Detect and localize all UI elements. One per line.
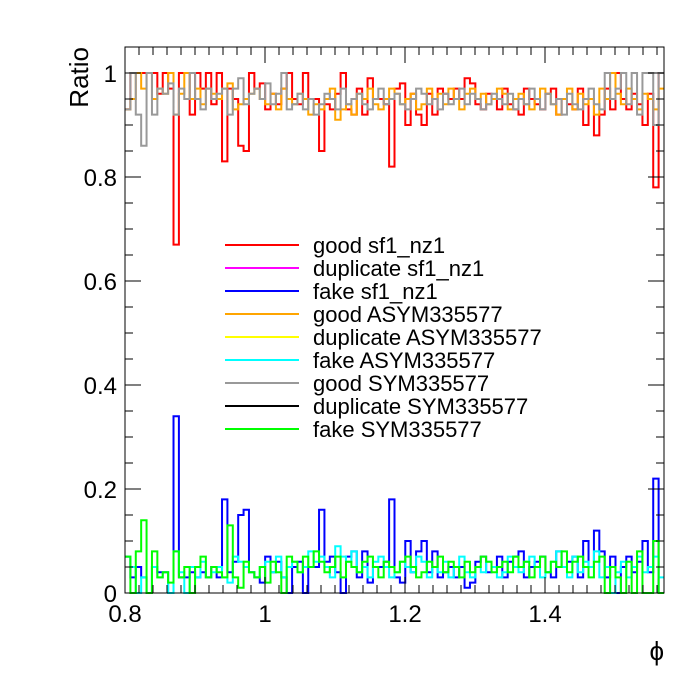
y-tick-label: 1 xyxy=(104,61,117,88)
legend-label-1: duplicate sf1_nz1 xyxy=(313,256,484,281)
x-tick-label: 0.8 xyxy=(108,601,141,628)
x-tick-label: 1.4 xyxy=(528,601,561,628)
y-tick-label: 0.2 xyxy=(84,477,117,504)
x-tick-label: 1.2 xyxy=(388,601,421,628)
legend-label-3: good ASYM335577 xyxy=(313,302,503,327)
legend-label-7: duplicate SYM335577 xyxy=(313,394,528,419)
plot-frame xyxy=(124,46,665,594)
series-layer xyxy=(125,72,664,594)
y-axis-label: Ratio xyxy=(64,47,94,108)
y-tick-label: 0.4 xyxy=(84,373,117,400)
y-tick-label: 0 xyxy=(104,581,117,608)
x-axis-label: ϕ xyxy=(649,636,664,666)
x-tick-label: 1 xyxy=(258,601,271,628)
legend-label-8: fake SYM335577 xyxy=(313,417,482,442)
y-tick-label: 0.6 xyxy=(84,269,117,296)
legend-label-6: good SYM335577 xyxy=(313,371,489,396)
series-line-8 xyxy=(125,519,664,594)
y-tick-label: 0.8 xyxy=(84,165,117,192)
axis-tick-labels: 0.8 1 1.2 1.4 0 0.2 0.4 0.6 0.8 1 xyxy=(84,61,562,628)
legend-label-4: duplicate ASYM335577 xyxy=(313,325,542,350)
legend-label-5: fake ASYM335577 xyxy=(313,348,495,373)
legend-label-0: good sf1_nz1 xyxy=(313,233,445,258)
legend-label-2: fake sf1_nz1 xyxy=(313,279,438,304)
axis-ticks xyxy=(124,46,664,594)
series-line-6 xyxy=(125,72,664,147)
